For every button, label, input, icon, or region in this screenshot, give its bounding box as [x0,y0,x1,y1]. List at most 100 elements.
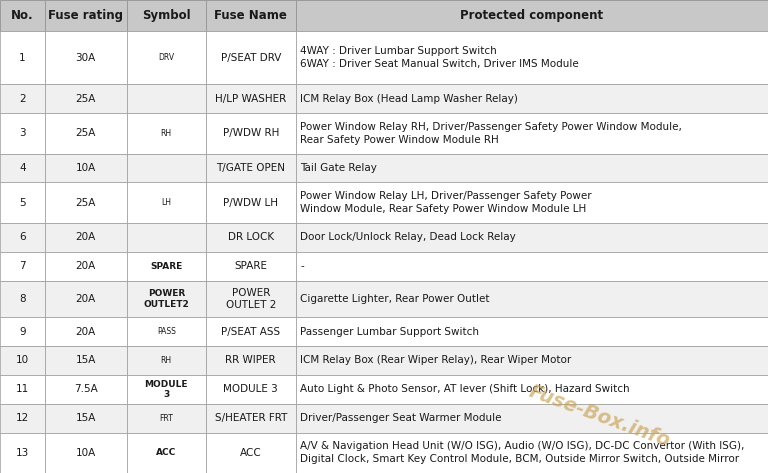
Bar [0,346,45,375]
Text: 5: 5 [19,198,25,208]
Text: 1: 1 [19,53,25,62]
Bar [206,432,296,473]
Text: 8: 8 [19,294,25,304]
Text: S/HEATER FRT: S/HEATER FRT [214,413,287,423]
Text: POWER
OUTLET2: POWER OUTLET2 [144,289,189,308]
Text: ACC: ACC [240,448,262,458]
Text: P/WDW LH: P/WDW LH [223,198,278,208]
Bar [45,113,127,154]
Bar [296,183,768,223]
Bar [0,154,45,183]
Bar [296,317,768,346]
Text: 25A: 25A [75,94,96,104]
Bar [45,432,127,473]
Text: 25A: 25A [75,129,96,139]
Text: 3: 3 [19,129,25,139]
Text: LH: LH [161,198,171,207]
Text: Protected component: Protected component [460,9,604,22]
Bar [296,113,768,154]
Text: A/V & Navigation Head Unit (W/O ISG), Audio (W/O ISG), DC-DC Convertor (With ISG: A/V & Navigation Head Unit (W/O ISG), Au… [300,441,745,464]
Text: ICM Relay Box (Rear Wiper Relay), Rear Wiper Motor: ICM Relay Box (Rear Wiper Relay), Rear W… [300,355,571,366]
Text: Symbol: Symbol [142,9,190,22]
Bar [45,31,127,84]
Text: 9: 9 [19,327,25,337]
Text: Auto Light & Photo Sensor, AT lever (Shift Lock), Hazard Switch: Auto Light & Photo Sensor, AT lever (Shi… [300,384,630,394]
Text: 4WAY : Driver Lumbar Support Switch
6WAY : Driver Seat Manual Switch, Driver IMS: 4WAY : Driver Lumbar Support Switch 6WAY… [300,46,579,69]
Text: 15A: 15A [75,355,96,366]
Text: POWER
OUTLET 2: POWER OUTLET 2 [226,288,276,310]
Bar [127,0,206,31]
Text: Fuse Name: Fuse Name [214,9,287,22]
Bar [0,280,45,317]
Bar [127,346,206,375]
Bar [45,0,127,31]
Bar [206,375,296,404]
Bar [45,154,127,183]
Bar [296,432,768,473]
Bar [45,404,127,432]
Text: Driver/Passenger Seat Warmer Module: Driver/Passenger Seat Warmer Module [300,413,502,423]
Bar [127,31,206,84]
Bar [0,375,45,404]
Bar [45,84,127,113]
Bar [127,432,206,473]
Bar [0,252,45,280]
Text: 20A: 20A [75,261,96,271]
Bar [296,223,768,252]
Bar [296,375,768,404]
Bar [0,432,45,473]
Bar [0,31,45,84]
Text: 15A: 15A [75,413,96,423]
Text: 7.5A: 7.5A [74,384,98,394]
Bar [0,404,45,432]
Text: 12: 12 [15,413,29,423]
Text: -: - [300,261,304,271]
Bar [45,183,127,223]
Bar [127,183,206,223]
Text: RR WIPER: RR WIPER [226,355,276,366]
Text: 25A: 25A [75,198,96,208]
Text: MODULE
3: MODULE 3 [144,380,188,399]
Text: 11: 11 [15,384,29,394]
Bar [206,223,296,252]
Text: 30A: 30A [75,53,96,62]
Text: H/LP WASHER: H/LP WASHER [215,94,286,104]
Bar [296,252,768,280]
Bar [45,252,127,280]
Text: SPARE: SPARE [234,261,267,271]
Bar [206,84,296,113]
Bar [0,113,45,154]
Bar [127,84,206,113]
Bar [127,280,206,317]
Text: Door Lock/Unlock Relay, Dead Lock Relay: Door Lock/Unlock Relay, Dead Lock Relay [300,232,516,242]
Bar [127,154,206,183]
Bar [127,317,206,346]
Text: 20A: 20A [75,232,96,242]
Bar [45,280,127,317]
Bar [296,31,768,84]
Bar [45,375,127,404]
Text: No.: No. [11,9,34,22]
Bar [206,154,296,183]
Text: 10A: 10A [75,163,96,173]
Text: ACC: ACC [156,448,177,457]
Text: 10A: 10A [75,448,96,458]
Text: DR LOCK: DR LOCK [227,232,274,242]
Text: 20A: 20A [75,294,96,304]
Text: 10: 10 [15,355,29,366]
Text: T/GATE OPEN: T/GATE OPEN [217,163,285,173]
Bar [45,317,127,346]
Bar [206,317,296,346]
Text: 7: 7 [19,261,25,271]
Bar [45,223,127,252]
Bar [206,183,296,223]
Text: Power Window Relay RH, Driver/Passenger Safety Power Window Module,
Rear Safety : Power Window Relay RH, Driver/Passenger … [300,122,682,145]
Bar [296,154,768,183]
Text: SPARE: SPARE [151,262,182,271]
Bar [206,252,296,280]
Bar [206,113,296,154]
Text: 2: 2 [19,94,25,104]
Text: Cigarette Lighter, Rear Power Outlet: Cigarette Lighter, Rear Power Outlet [300,294,490,304]
Bar [0,84,45,113]
Bar [206,31,296,84]
